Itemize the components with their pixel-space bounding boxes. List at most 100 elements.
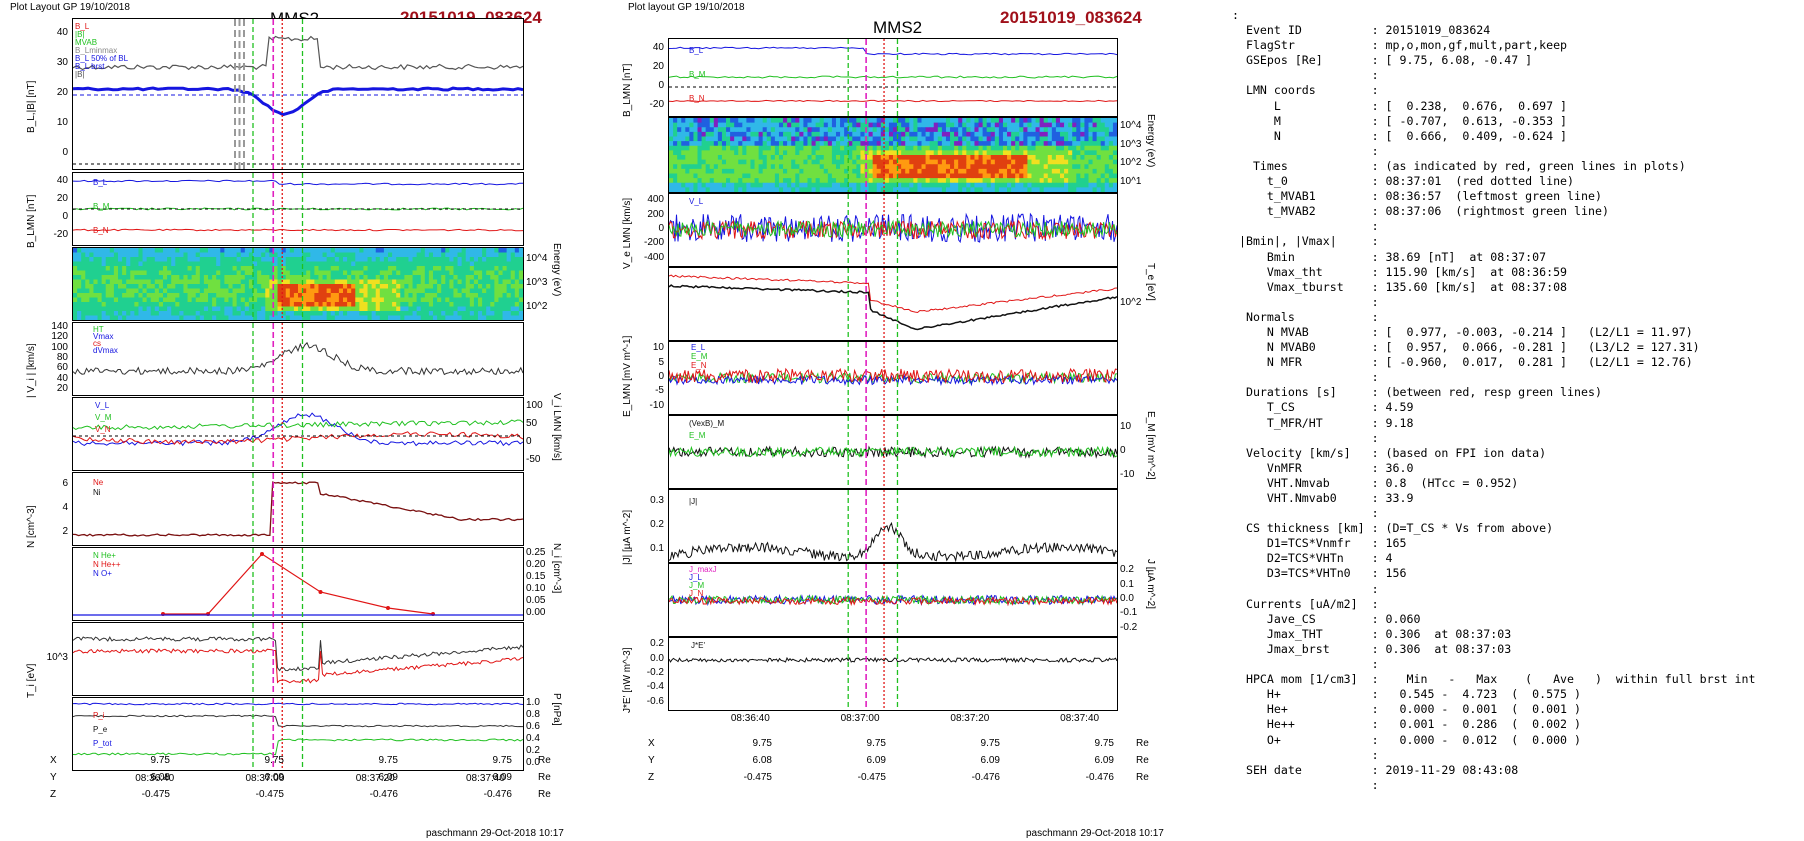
report-line: D1=TCS*Vnmfr : 165 xyxy=(1232,536,1407,551)
report-line: Velocity [km/s] : (based on FPI ion data… xyxy=(1232,445,1547,460)
legend-entry: B_N xyxy=(93,226,109,235)
report-line: : xyxy=(1232,581,1379,596)
legend-entry: HT xyxy=(93,325,104,334)
report-line: t_0 : 08:37:01 (red dotted line) xyxy=(1232,174,1575,189)
legend-entry: P_tot xyxy=(93,739,112,748)
report-line: He++ : 0.001 - 0.286 ( 0.002 ) xyxy=(1232,717,1582,732)
y-tick-label: 4 xyxy=(62,502,68,513)
legend-entry: B_L xyxy=(75,22,90,31)
orbit-value: -0.475 xyxy=(743,772,772,783)
y-tick-label-right: 10^4 xyxy=(526,253,548,264)
y-tick-label: 20 xyxy=(56,87,68,98)
y-tick-label-right: 10^3 xyxy=(526,277,548,288)
legend-entry: E_N xyxy=(691,361,707,370)
y-tick-label: 120 xyxy=(51,331,68,343)
panel-plot-p: P_i P_e P_tot xyxy=(72,698,524,770)
orbit-unit: Re xyxy=(538,755,551,766)
report-line: He+ : 0.000 - 0.001 ( 0.001 ) xyxy=(1232,702,1582,717)
panel-plot-te xyxy=(668,268,1118,340)
panel-e: E_L E_M E_N xyxy=(668,341,1118,415)
y-axis-label-right: Energy (eV) xyxy=(1145,114,1156,168)
y-tick-label-right: 10^3 xyxy=(1120,138,1142,150)
y-tick-label-right: 10 xyxy=(1120,421,1132,432)
panel-ti xyxy=(72,622,524,696)
legend-entry: V_M xyxy=(95,413,112,422)
report-line: GSEpos [Re] : [ 9.75, 6.08, -0.47 ] xyxy=(1232,53,1533,68)
y-tick-label-right: 0.4 xyxy=(526,733,540,744)
y-axis-label-right: P [nPa] xyxy=(551,693,562,726)
orbit-unit: Re xyxy=(1136,738,1149,749)
report-line: FlagStr : mp,o,mon,gf,mult,part,keep xyxy=(1232,38,1568,53)
panel-te xyxy=(668,267,1118,341)
y-axis-label: |J| [µA m^-2] xyxy=(622,509,633,565)
report-line: VHT.Nmvab0 : 33.9 xyxy=(1232,491,1414,505)
y-tick-label-right: 0.0 xyxy=(1120,593,1134,604)
orbit-unit: Re xyxy=(1136,772,1149,783)
legend-entry: (VexB)_M xyxy=(689,419,724,428)
orbit-row-label: Z xyxy=(648,772,655,783)
orbit-value: 6.09 xyxy=(264,772,284,783)
y-axis-label-right: E_M [mV m^-2] xyxy=(1145,411,1156,480)
panel-jlmn: J_maxJ J_L J_M J_N xyxy=(668,563,1118,637)
y-tick-label: 0.1 xyxy=(650,543,664,554)
y-tick-label-right: 0.2 xyxy=(526,745,540,756)
legend-entry: P_i xyxy=(93,711,105,720)
panel-plot-ti xyxy=(72,623,524,695)
orbit-value: 9.75 xyxy=(752,738,772,749)
y-tick-label: 0 xyxy=(658,371,664,382)
report-line: N MVAB : [ 0.977, -0.003, -0.214 ] (L2/L… xyxy=(1232,324,1693,339)
legend-entry: B_L xyxy=(689,46,704,55)
y-axis-label-right: N_i [cm^-3] xyxy=(551,543,562,594)
orbit-value: -0.476 xyxy=(483,789,512,800)
legend-entry: P_e xyxy=(93,725,108,734)
orbit-value: -0.475 xyxy=(255,789,284,800)
y-tick-label: 20 xyxy=(56,193,68,204)
panel-plot-e: E_LE_ME_N xyxy=(668,342,1118,414)
report-line: t_MVAB1 : 08:36:57 (leftmost green line) xyxy=(1232,189,1602,204)
y-tick-label: -0.2 xyxy=(646,667,664,678)
legend-entry: B_N xyxy=(689,94,705,103)
report-line: O+ : 0.000 - 0.012 ( 0.000 ) xyxy=(1232,732,1582,747)
orbit-row-label: Y xyxy=(50,772,57,783)
legend-entry: B_L xyxy=(93,178,108,187)
orbit-unit: Re xyxy=(538,789,551,800)
y-tick-label: -5 xyxy=(655,385,664,397)
middle-plot-header: Plot layout GP 19/10/2018 xyxy=(628,2,745,13)
y-tick-label: 20 xyxy=(652,60,664,72)
panel-plot-em: (VexB)_M E_M xyxy=(668,416,1118,488)
report-line: T_CS : 4.59 xyxy=(1232,400,1414,415)
panel-vilmn: V_L V_M V_N xyxy=(72,397,524,471)
y-tick-label: 40 xyxy=(56,175,68,186)
time-tick-label: 08:36:40 xyxy=(730,713,770,724)
y-axis-label: V_e LMN [km/s] xyxy=(622,197,633,269)
orbit-value: 6.09 xyxy=(980,755,1000,766)
report-line: : xyxy=(1232,506,1379,521)
y-tick-label-right: -0.2 xyxy=(1120,621,1138,633)
legend-entry: Vmax xyxy=(93,332,113,341)
orbit-value: -0.475 xyxy=(141,789,170,800)
y-tick-label: -0.4 xyxy=(646,681,664,693)
y-tick-label: 0 xyxy=(658,223,664,234)
legend-entry: B_M xyxy=(689,70,706,79)
y-axis-label: T_i [eV] xyxy=(26,663,37,698)
report-line: : xyxy=(1232,219,1379,234)
y-axis-label: N [cm^-3] xyxy=(26,505,37,548)
orbit-unit: Re xyxy=(1136,755,1149,766)
orbit-value: 9.75 xyxy=(866,738,886,749)
legend-entry: B_L 50% of BL xyxy=(75,54,129,63)
y-tick-label: 60 xyxy=(56,362,68,374)
y-tick-label: -400 xyxy=(643,251,664,263)
panel-blmn: B_L B_M B_N xyxy=(668,38,1118,117)
y-axis-label: | V_i | [km/s] xyxy=(26,343,37,398)
panel-plot-j: |J| xyxy=(668,490,1118,563)
report-line: Vmax_tburst : 135.60 [km/s] at 08:37:08 xyxy=(1232,279,1568,294)
report-line: Jmax_THT : 0.306 at 08:37:03 xyxy=(1232,626,1512,641)
report-line: Currents [uA/m2] : xyxy=(1232,596,1379,611)
panel-plot-espec xyxy=(73,248,524,321)
report-line: : xyxy=(1232,747,1379,762)
report-line: VnMFR : 36.0 xyxy=(1232,460,1414,475)
report-line: HPCA mom [1/cm3] : Min - Max ( Ave ) wit… xyxy=(1232,672,1756,687)
report-line: N : [ 0.666, 0.409, -0.624 ] xyxy=(1232,128,1568,143)
